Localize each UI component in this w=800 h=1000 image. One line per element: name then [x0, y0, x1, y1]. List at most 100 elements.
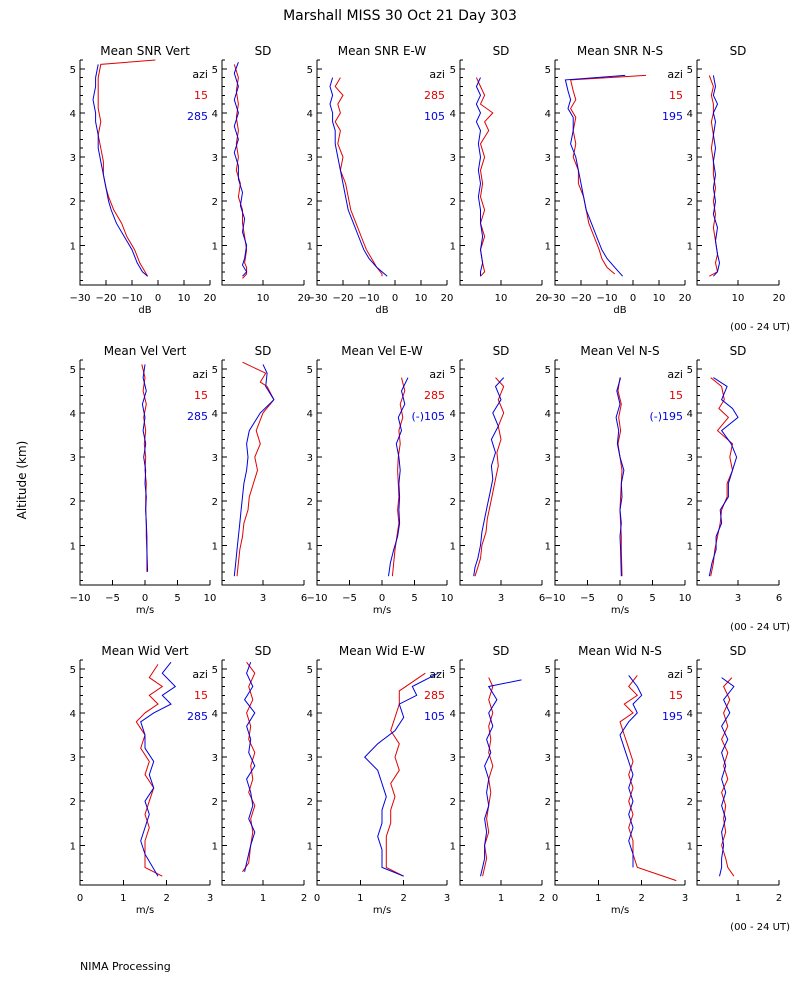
y-tick-label: 1 [212, 841, 218, 852]
panel-17: Mean Wid N-S 1 2 3 4 5 0 1 2 3 m/s azi 15 195 [545, 644, 689, 916]
x-tick-label: 1 [260, 893, 266, 904]
x-tick-label: 0 [155, 293, 161, 304]
panel-6: SD 1 2 3 4 5 10 20 [687, 44, 786, 304]
x-tick-label: −5 [580, 593, 595, 604]
legend-entry: (-)195 [649, 410, 683, 423]
x-tick-label: 3 [260, 593, 266, 604]
x-tick-label: 10 [441, 593, 454, 604]
y-tick-label: 4 [307, 709, 313, 720]
panel-title: SD [730, 44, 747, 58]
x-tick-label: 3 [498, 593, 504, 604]
y-tick-label: 2 [70, 497, 76, 508]
y-tick-label: 3 [687, 453, 693, 464]
figure-y-axis-label: Altitude (km) [15, 441, 29, 520]
legend-entry: 285 [424, 89, 445, 102]
series-line-red [236, 361, 275, 577]
y-tick-label: 2 [307, 197, 313, 208]
x-tick-label: 5 [411, 593, 417, 604]
y-tick-label: 1 [307, 241, 313, 252]
series-line-red [135, 664, 164, 877]
y-tick-label: 4 [450, 709, 456, 720]
y-tick-label: 2 [450, 497, 456, 508]
panel-4: SD 1 2 3 4 5 10 20 [450, 44, 549, 304]
axis-frame [554, 360, 685, 586]
series-line-red [385, 672, 426, 877]
x-tick-label: 5 [649, 593, 655, 604]
series-line-blue [233, 62, 248, 277]
panel-title: Mean Vel Vert [104, 344, 187, 358]
x-tick-label: 10 [204, 593, 217, 604]
y-tick-label: 5 [545, 65, 551, 76]
x-axis-label: m/s [611, 905, 629, 916]
y-tick-label: 5 [70, 665, 76, 676]
y-tick-label: 1 [687, 541, 693, 552]
panel-13: Mean Wid Vert 1 2 3 4 5 0 1 2 3 m/s azi 15 285 [70, 644, 214, 916]
y-tick-label: 4 [212, 109, 218, 120]
legend-entry: 15 [194, 689, 208, 702]
x-tick-label: 5 [174, 593, 180, 604]
y-tick-label: 2 [212, 497, 218, 508]
x-tick-label: −5 [342, 593, 357, 604]
series-line-red [97, 59, 156, 277]
x-tick-label: 2 [539, 893, 545, 904]
y-tick-label: 5 [307, 665, 313, 676]
panel-title: SD [493, 644, 510, 658]
panel-15: Mean Wid E-W 1 2 3 4 5 0 1 2 3 m/s azi 285 105 [307, 644, 451, 916]
legend-entry: 105 [424, 710, 445, 723]
y-tick-label: 1 [545, 241, 551, 252]
panel-10: SD 1 2 3 4 5 3 6 [450, 344, 546, 604]
x-tick-label: −10 [544, 593, 565, 604]
y-tick-label: 5 [450, 365, 456, 376]
axis-frame [79, 60, 210, 286]
x-tick-label: 20 [536, 293, 549, 304]
y-tick-label: 1 [450, 241, 456, 252]
y-tick-label: 1 [70, 841, 76, 852]
y-tick-label: 5 [70, 65, 76, 76]
legend-entry: 285 [187, 110, 208, 123]
x-tick-label: 0 [552, 893, 558, 904]
panel-18: SD 1 2 3 4 5 1 2 [687, 644, 783, 904]
y-tick-label: 4 [687, 409, 693, 420]
axis-frame [554, 660, 685, 886]
panel-title: SD [730, 644, 747, 658]
x-tick-label: 0 [392, 293, 398, 304]
series-line-red [334, 77, 383, 277]
legend-header: azi [192, 368, 208, 381]
y-tick-label: 1 [545, 841, 551, 852]
x-tick-label: 1 [498, 893, 504, 904]
series-line-blue [329, 77, 388, 277]
x-axis-label: m/s [373, 605, 391, 616]
y-tick-label: 3 [545, 153, 551, 164]
y-tick-label: 3 [212, 753, 218, 764]
y-tick-label: 2 [307, 797, 313, 808]
panel-title: SD [493, 44, 510, 58]
x-axis-label: m/s [611, 605, 629, 616]
legend-header: azi [667, 668, 683, 681]
y-tick-label: 5 [545, 665, 551, 676]
y-tick-label: 3 [450, 453, 456, 464]
panel-8: SD 1 2 3 4 5 3 6 [212, 344, 308, 604]
axis-frame [459, 60, 542, 286]
x-tick-label: 3 [207, 893, 213, 904]
x-tick-label: 2 [400, 893, 406, 904]
panel-title: Mean Wid Vert [101, 644, 188, 658]
x-tick-label: −30 [544, 293, 565, 304]
y-tick-label: 4 [450, 109, 456, 120]
y-tick-label: 3 [212, 153, 218, 164]
time-note-row3: (00 - 24 UT) [730, 922, 790, 933]
x-tick-label: 10 [653, 293, 666, 304]
y-tick-label: 4 [212, 409, 218, 420]
y-tick-label: 5 [212, 365, 218, 376]
x-tick-label: −10 [596, 293, 617, 304]
panel-14: SD 1 2 3 4 5 1 2 [212, 644, 308, 904]
x-tick-label: −30 [69, 293, 90, 304]
y-tick-label: 4 [307, 409, 313, 420]
y-tick-label: 2 [70, 797, 76, 808]
legend-entry: 15 [194, 89, 208, 102]
y-tick-label: 3 [687, 153, 693, 164]
y-tick-label: 3 [307, 453, 313, 464]
panel-title: Mean SNR N-S [577, 44, 663, 58]
